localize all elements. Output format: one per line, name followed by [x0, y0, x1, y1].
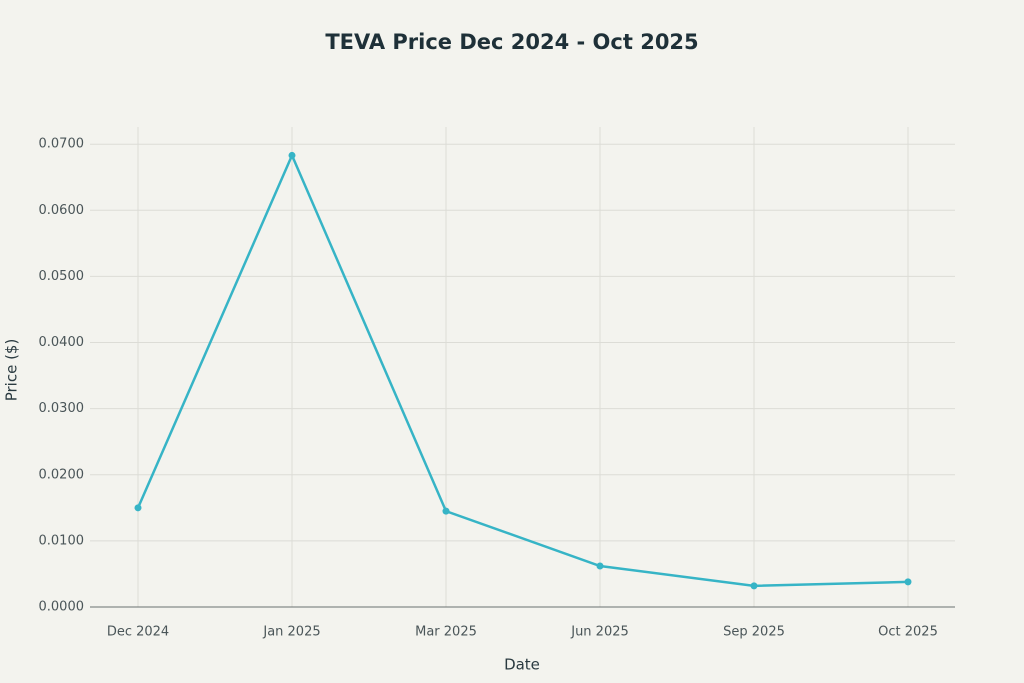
y-tick-label: 0.0500 [39, 269, 85, 284]
y-tick-label: 0.0200 [39, 467, 85, 482]
x-tick-label: Sep 2025 [723, 625, 785, 640]
price-line [136, 152, 909, 588]
x-tick-label: Jan 2025 [262, 625, 320, 640]
y-tick-label: 0.0300 [39, 401, 85, 416]
x-tick-label: Oct 2025 [878, 625, 938, 640]
y-tick-label: 0.0100 [39, 533, 85, 548]
data-point [750, 582, 758, 590]
y-axis-title: Price ($) [3, 339, 21, 402]
data-point [288, 151, 296, 159]
data-point [904, 578, 912, 586]
x-axis-title: Date [504, 656, 540, 674]
data-point [134, 504, 142, 512]
y-tick-label: 0.0000 [39, 600, 85, 615]
data-point [596, 562, 604, 570]
data-point [442, 507, 450, 515]
chart-title: TEVA Price Dec 2024 - Oct 2025 [325, 30, 698, 54]
x-tick-label: Jun 2025 [570, 625, 629, 640]
x-tick-label: Dec 2024 [107, 625, 169, 640]
y-tick-label: 0.0400 [39, 335, 85, 350]
y-tick-label: 0.0700 [39, 137, 85, 152]
x-tick-label: Mar 2025 [415, 625, 477, 640]
y-tick-label: 0.0600 [39, 203, 85, 218]
